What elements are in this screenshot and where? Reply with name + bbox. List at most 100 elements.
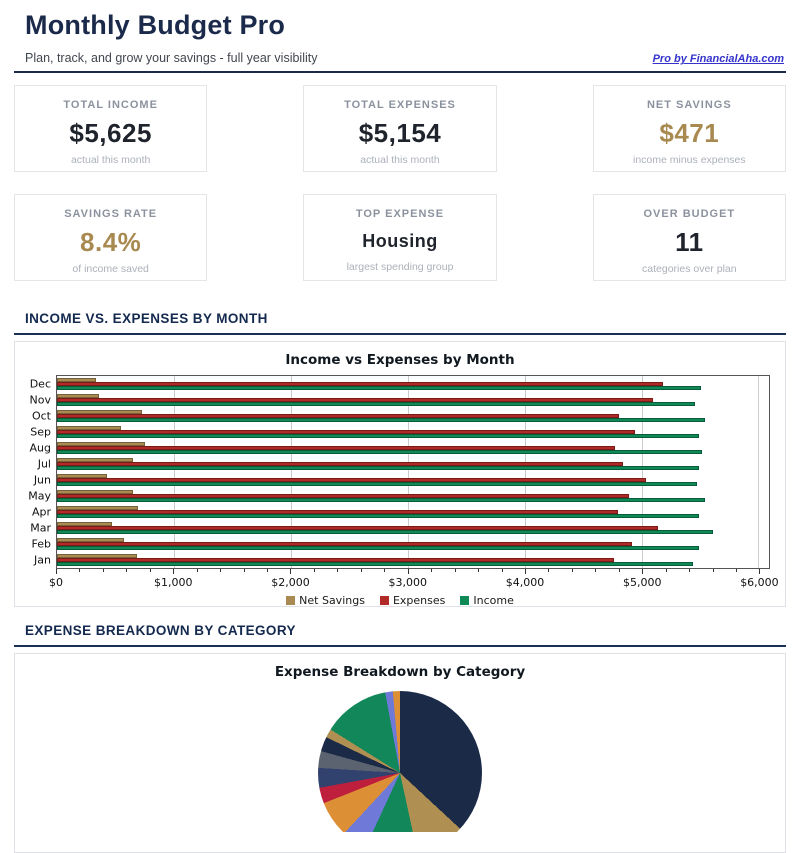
bar-expenses: [57, 494, 629, 499]
bar-expenses: [57, 462, 623, 467]
y-axis-label: Apr: [31, 505, 51, 519]
stat-label: TOTAL EXPENSES: [344, 99, 456, 112]
bar-income: [57, 498, 705, 503]
x-axis-minor-tick: [149, 569, 151, 573]
bar-income: [57, 482, 697, 487]
bar-income: [57, 530, 713, 535]
bar-net-savings: [57, 442, 145, 447]
bar-plot-area: Dec Nov Oct Sep Aug Jul Jun May Apr Mar Feb Jan: [28, 375, 770, 570]
x-axis-major-tick: [290, 569, 292, 575]
stat-sub: of income saved: [72, 263, 149, 276]
bar-net-savings: [57, 554, 137, 559]
brand-link[interactable]: Pro by FinancialAha.com: [652, 53, 784, 66]
y-axis-label: Jun: [33, 473, 51, 487]
section-header-income-vs-expenses: INCOME VS. EXPENSES BY MONTH: [14, 311, 786, 336]
bar-net-savings: [57, 506, 138, 511]
bar-net-savings: [57, 426, 122, 431]
x-axis-minor-tick: [595, 569, 597, 573]
gridline: [758, 376, 760, 569]
x-axis-label: $0: [49, 576, 63, 590]
x-axis-label: $4,000: [505, 576, 545, 590]
bar-row: Dec: [30, 378, 769, 391]
bar-row: Apr: [32, 506, 769, 519]
x-axis-minor-tick: [313, 569, 315, 573]
x-axis-major-tick: [524, 569, 526, 575]
bar-chart-card: Income vs Expenses by Month Dec Nov Oct Sep…: [14, 341, 786, 608]
x-axis-minor-tick: [126, 569, 128, 573]
x-axis-major-tick: [173, 569, 175, 575]
y-axis-label: Jul: [37, 457, 51, 471]
x-axis-minor-tick: [220, 569, 222, 573]
stat-card-top-expense: TOP EXPENSE Housing largest spending gro…: [303, 194, 497, 282]
bar-net-savings: [57, 490, 133, 495]
bar-net-savings: [57, 474, 108, 479]
x-axis-label: $2,000: [271, 576, 310, 590]
pie-chart-card: Expense Breakdown by Category: [14, 653, 786, 853]
gridline: [641, 376, 643, 569]
bar-net-savings: [57, 378, 96, 383]
bar-expenses: [57, 558, 614, 563]
y-axis-label: Dec: [29, 377, 51, 391]
stat-value: 8.4%: [80, 227, 142, 258]
stat-sub: largest spending group: [346, 261, 454, 274]
x-axis-minor-tick: [431, 569, 433, 573]
bar-row: Jan: [34, 554, 769, 567]
stat-value: 11: [675, 227, 704, 258]
legend-item: Expenses: [379, 594, 445, 607]
bar-row: Sep: [30, 426, 769, 439]
section-header-expense-breakdown: EXPENSE BREAKDOWN BY CATEGORY: [14, 623, 786, 648]
x-axis-minor-tick: [360, 569, 362, 573]
pie-chart-title: Expense Breakdown by Category: [274, 664, 526, 681]
expense-pie: [318, 691, 482, 833]
x-axis-minor-tick: [384, 569, 386, 573]
bar-expenses: [57, 446, 615, 451]
bar-income: [57, 402, 696, 407]
bar-row: Mar: [30, 522, 769, 535]
x-axis-major-tick: [56, 569, 57, 575]
y-axis-label: Mar: [30, 521, 51, 535]
x-axis-minor-tick: [337, 569, 339, 573]
bar-row: Oct: [32, 410, 769, 423]
chart-legend: Net Savings Expenses Income: [15, 594, 785, 607]
x-axis-minor-tick: [571, 569, 573, 573]
bar-net-savings: [57, 458, 133, 463]
legend-swatch: [460, 596, 470, 606]
bar-net-savings: [57, 522, 112, 527]
app-header: Monthly Budget Pro Plan, track, and grow…: [14, 0, 786, 74]
stat-card-total-expenses: TOTAL EXPENSES $5,154 actual this month: [303, 85, 497, 173]
x-axis-minor-tick: [478, 569, 480, 573]
x-axis: $0 $1,000 $2,000 $3,000 $4,000 $5,000 $6,000: [49, 569, 779, 591]
gridline: [524, 376, 526, 569]
stat-label: OVER BUDGET: [643, 208, 736, 221]
x-axis-minor-tick: [689, 569, 691, 573]
gridline: [407, 376, 409, 569]
bar-row: May: [28, 490, 769, 503]
stat-card-total-income: TOTAL INCOME $5,625 actual this month: [14, 85, 208, 173]
legend-swatch: [379, 596, 389, 606]
bar-net-savings: [57, 410, 143, 415]
bar-rows: Dec Nov Oct Sep Aug Jul Jun May Apr Mar Feb Jan: [28, 376, 769, 568]
bar-income: [57, 546, 699, 551]
bar-expenses: [57, 430, 635, 435]
bar-expenses: [57, 542, 633, 547]
x-axis-minor-tick: [243, 569, 245, 573]
y-axis-label: Jan: [34, 553, 51, 567]
stat-value: $471: [659, 118, 720, 149]
gridline: [173, 376, 175, 569]
x-axis-major-tick: [759, 569, 761, 575]
x-axis-label: $5,000: [622, 576, 662, 590]
y-axis-label: Nov: [29, 393, 51, 407]
x-axis-minor-tick: [102, 569, 104, 573]
bar-income: [57, 434, 699, 439]
x-axis-label: $3,000: [388, 576, 427, 590]
pie-clip-region: [15, 655, 785, 833]
stat-value: $5,625: [69, 118, 152, 149]
header-subtitle-row: Plan, track, and grow your savings - ful…: [14, 41, 786, 71]
x-axis-minor-tick: [454, 569, 456, 573]
bar-expenses: [57, 526, 658, 531]
stat-label: TOTAL INCOME: [63, 99, 158, 112]
x-axis-minor-tick: [618, 569, 620, 573]
stat-card-savings-rate: SAVINGS RATE 8.4% of income saved: [14, 194, 208, 282]
x-axis-minor-tick: [267, 569, 269, 573]
legend-item: Income: [460, 594, 514, 607]
